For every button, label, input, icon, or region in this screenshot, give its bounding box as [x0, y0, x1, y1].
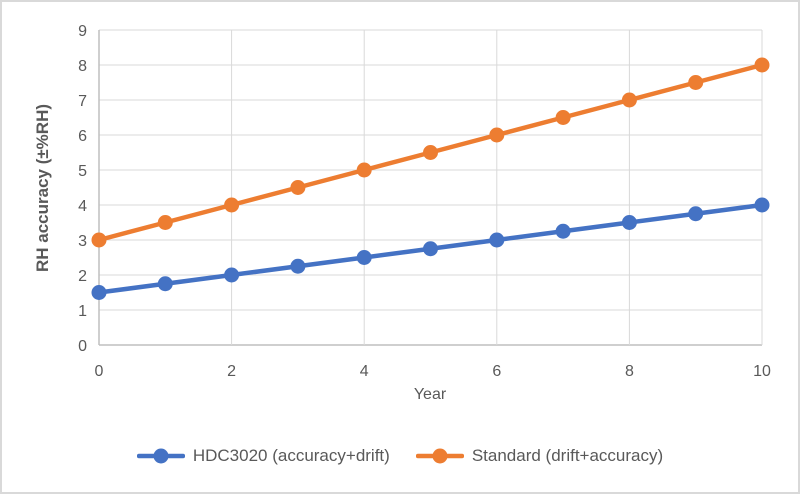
data-point: [489, 232, 505, 248]
data-point: [290, 258, 306, 274]
data-point: [621, 92, 637, 108]
data-point: [91, 285, 107, 300]
y-tick-label: 0: [78, 338, 87, 355]
data-point: [621, 215, 637, 230]
data-point: [224, 267, 240, 283]
y-axis-title: RH accuracy (±%RH): [33, 103, 52, 273]
y-tick-label: 4: [78, 198, 87, 215]
x-tick-label: 2: [227, 363, 236, 380]
data-point: [91, 232, 107, 248]
data-point: [754, 57, 770, 73]
y-tick-label: 8: [78, 58, 87, 75]
data-point: [157, 276, 173, 292]
data-point: [489, 127, 505, 143]
x-tick-label: 6: [492, 363, 501, 380]
legend-label: HDC3020 (accuracy+drift): [192, 446, 390, 465]
y-tick-label: 7: [78, 93, 87, 110]
legend-swatch-line-marker: [136, 448, 185, 464]
y-tick-label: 3: [78, 233, 87, 250]
x-tick-label: 10: [753, 363, 771, 380]
x-tick-label: 0: [95, 363, 104, 380]
data-point: [555, 110, 571, 125]
y-tick-label: 2: [78, 268, 87, 285]
legend-item-hdc3020: HDC3020 (accuracy+drift): [136, 446, 390, 466]
legend-item-standard: Standard (drift+accuracy): [415, 446, 664, 466]
data-point: [290, 180, 306, 195]
data-point: [356, 250, 372, 265]
data-point: [688, 75, 704, 90]
data-point: [423, 241, 438, 257]
data-point: [356, 162, 372, 178]
y-tick-label: 9: [78, 23, 87, 40]
x-tick-label: 8: [625, 363, 634, 380]
data-point: [688, 206, 704, 222]
data-point: [224, 197, 240, 213]
y-tick-label: 6: [78, 128, 87, 145]
y-tick-label: 5: [78, 163, 87, 180]
y-tick-label: 1: [78, 303, 87, 320]
data-point: [754, 197, 770, 213]
data-point: [423, 145, 438, 160]
data-point: [555, 223, 571, 239]
legend-label: Standard (drift+accuracy): [471, 446, 664, 465]
data-point: [157, 215, 173, 230]
x-axis-title: Year: [413, 386, 447, 403]
legend: HDC3020 (accuracy+drift) Standard (drift…: [2, 446, 798, 466]
legend-swatch-line-marker: [415, 448, 464, 464]
x-tick-label: 4: [360, 363, 369, 380]
